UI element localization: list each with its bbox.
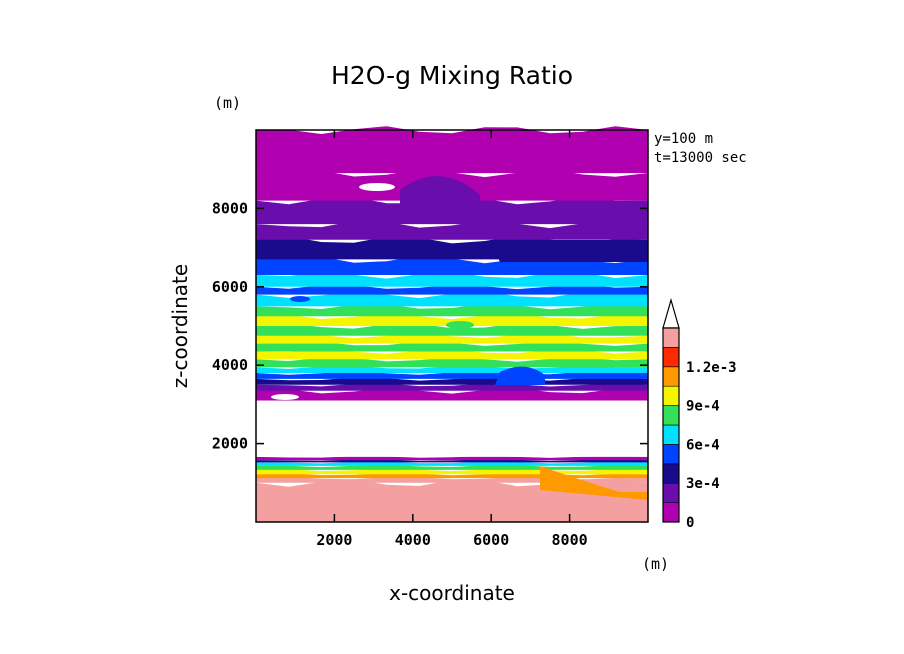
colorbar-swatch bbox=[662, 424, 680, 445]
contour-band bbox=[256, 371, 648, 379]
contour-band bbox=[256, 126, 648, 174]
contour-band bbox=[256, 323, 648, 336]
y-tick-label: 2000 bbox=[212, 435, 248, 453]
colorbar-swatch bbox=[662, 327, 680, 348]
contour-feature-blob bbox=[495, 366, 545, 385]
contour-band bbox=[256, 383, 648, 391]
annotation-y-position: y=100 m bbox=[654, 131, 713, 147]
y-unit-label: (m) bbox=[214, 94, 241, 112]
y-tick-label: 8000 bbox=[212, 199, 248, 217]
contour-feature-blob bbox=[359, 183, 395, 191]
contour-band bbox=[256, 313, 648, 326]
contour-band bbox=[256, 303, 648, 317]
contour-feature-blob bbox=[490, 240, 648, 262]
colorbar-swatch bbox=[662, 482, 680, 503]
contour-band bbox=[256, 461, 648, 466]
colorbar-tick-label: 3e-4 bbox=[686, 476, 720, 492]
contour-band bbox=[256, 387, 648, 401]
contour-feature-blob bbox=[540, 466, 648, 500]
plot-area: 2000 4000 6000 8000 2000 4000 6000 8000 bbox=[212, 126, 649, 549]
plot-frame bbox=[255, 129, 649, 523]
contour-band bbox=[256, 284, 648, 295]
annotation-time: t=13000 sec bbox=[654, 150, 747, 166]
x-unit-label: (m) bbox=[642, 555, 669, 573]
colorbar-swatch bbox=[662, 463, 680, 484]
contour-band bbox=[256, 365, 648, 373]
contour-feature-blob bbox=[400, 176, 480, 215]
x-tick-label: 8000 bbox=[552, 531, 588, 549]
contour-feature-blob bbox=[271, 394, 299, 400]
x-tick-label: 4000 bbox=[395, 531, 431, 549]
contour-features bbox=[271, 176, 648, 500]
contour-band bbox=[256, 333, 648, 344]
contour-feature-blob bbox=[290, 296, 310, 302]
chart-title: H2O-g Mixing Ratio bbox=[331, 61, 573, 90]
contour-feature-blob bbox=[446, 321, 474, 329]
x-tick-label: 2000 bbox=[316, 531, 352, 549]
colorbar-swatch bbox=[662, 444, 680, 465]
x-tick-label: 6000 bbox=[473, 531, 509, 549]
contour-band bbox=[256, 396, 648, 457]
colorbar-swatch bbox=[662, 347, 680, 368]
contour-band bbox=[256, 271, 648, 287]
contour-band bbox=[256, 459, 648, 463]
colorbar-swatch bbox=[662, 366, 680, 387]
x-axis-label: x-coordinate bbox=[389, 581, 515, 605]
contour-band bbox=[256, 291, 648, 307]
y-tick-label: 6000 bbox=[212, 278, 248, 296]
colorbar-extend-arrow bbox=[662, 297, 680, 329]
contour-band bbox=[256, 464, 648, 470]
contour-band bbox=[256, 357, 648, 368]
y-axis-label: z-coordinate bbox=[168, 264, 192, 388]
y-axis-ticks: 2000 4000 6000 8000 bbox=[212, 199, 648, 453]
colorbar-swatch bbox=[662, 405, 680, 426]
contour-band bbox=[256, 341, 648, 352]
contour-layers bbox=[256, 126, 648, 522]
colorbar: 0 3e-4 6e-4 9e-4 1.2e-3 bbox=[662, 297, 737, 531]
colorbar-frame bbox=[662, 327, 680, 523]
contour-band bbox=[256, 456, 648, 461]
x-axis-ticks: 2000 4000 6000 8000 bbox=[316, 130, 588, 549]
y-tick-label: 4000 bbox=[212, 356, 248, 374]
colorbar-tick-label: 0 bbox=[686, 515, 694, 531]
contour-feature-blob bbox=[592, 264, 608, 272]
colorbar-tick-label: 6e-4 bbox=[686, 437, 720, 453]
contour-band bbox=[256, 349, 648, 360]
contour-band bbox=[256, 377, 648, 385]
colorbar-tick-label: 9e-4 bbox=[686, 399, 720, 415]
colorbar-swatch bbox=[662, 385, 680, 406]
colorbar-tick-label: 1.2e-3 bbox=[686, 360, 737, 376]
contour-band bbox=[256, 220, 648, 240]
colorbar-swatch bbox=[662, 502, 680, 523]
contour-feature-blob bbox=[498, 210, 522, 220]
